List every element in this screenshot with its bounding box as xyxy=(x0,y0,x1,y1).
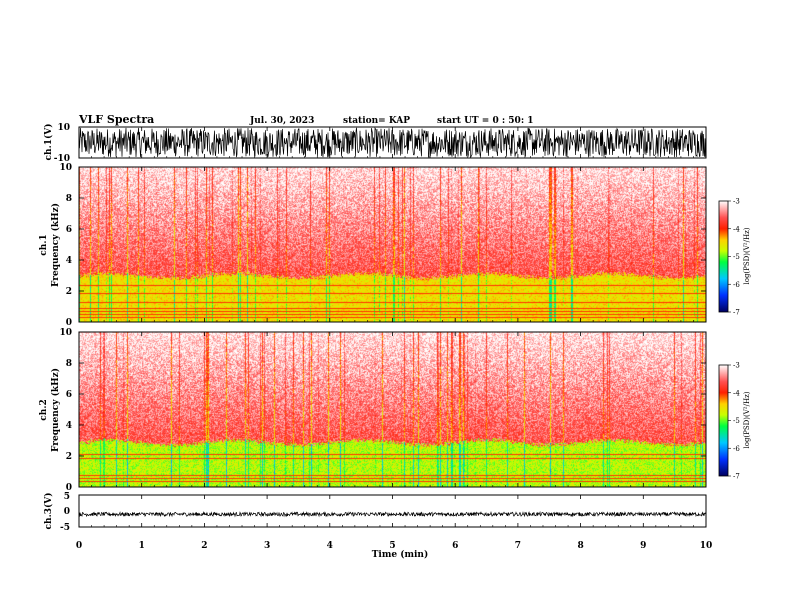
colorbar-tick-label: -5 xyxy=(733,253,740,261)
ch2-colorbar-gradient xyxy=(718,364,729,477)
ch1-colorbar-label: log(PSD)(V²/Hz) xyxy=(743,227,751,284)
ch1-spectrogram-channel-label: ch.1 xyxy=(39,234,49,255)
x-tick-label: 2 xyxy=(201,541,207,551)
ch1-colorbar-ticks: -3 -4 -5 -6 -7 xyxy=(728,198,740,317)
ch1-waveform-ylabel: ch.1(V) xyxy=(43,124,54,161)
x-tick-label: 3 xyxy=(264,541,270,551)
x-tick-label: 0 xyxy=(76,541,82,551)
freq-tick-label: 10 xyxy=(59,163,72,173)
x-tick-label: 6 xyxy=(452,541,458,551)
ch1-spectrogram-ylabel: Frequency (kHz) xyxy=(50,203,61,287)
ch1-colorbar: -3 -4 -5 -6 -7 log(PSD)(V²/Hz) xyxy=(718,198,751,317)
ch3-ytick-top: 5 xyxy=(64,492,70,502)
freq-tick-label: 8 xyxy=(66,194,72,204)
x-tick-label: 4 xyxy=(327,541,333,551)
ch1-spectrogram-image xyxy=(79,167,706,322)
ch3-waveform-panel: 5 0 -5 ch.3(V) xyxy=(43,492,707,533)
colorbar-tick-label: -5 xyxy=(733,417,740,425)
x-tick-label: 8 xyxy=(577,541,583,551)
colorbar-tick-label: -4 xyxy=(733,389,740,397)
time-ticks xyxy=(78,127,707,527)
figure-title: VLF Spectra xyxy=(78,113,154,126)
ch3-ytick-bottom: -5 xyxy=(60,523,70,533)
x-tick-label: 10 xyxy=(700,541,713,551)
ch2-colorbar-ticks: -3 -4 -5 -6 -7 xyxy=(728,362,740,481)
colorbar-tick-label: -6 xyxy=(733,281,740,289)
ch1-spectrogram-ticks: 0 2 4 6 8 10 xyxy=(59,163,706,328)
ch2-spectrogram-ticks: 0 2 4 6 8 10 xyxy=(59,328,706,493)
colorbar-tick-label: -7 xyxy=(733,473,740,481)
date-label: Jul. 30, 2023 xyxy=(249,116,314,126)
ch1-spectrogram-panel: 0 2 4 6 8 10 ch.1 Frequency (kHz) xyxy=(39,163,707,328)
x-tick-label: 5 xyxy=(389,541,395,551)
colorbar-tick-label: -7 xyxy=(733,309,740,317)
colorbar-tick-label: -3 xyxy=(733,198,740,206)
ch1-ytick-bottom: -10 xyxy=(54,154,70,164)
freq-tick-label: 0 xyxy=(66,318,72,328)
x-axis-label: Time (min) xyxy=(372,549,429,560)
ch3-ytick-middle: 0 xyxy=(64,507,70,517)
colorbar-tick-label: -4 xyxy=(733,225,740,233)
freq-tick-label: 4 xyxy=(66,256,72,266)
ch3-waveform-trace xyxy=(78,510,707,518)
x-tick-labels: 0 1 2 3 4 5 6 7 8 9 10 xyxy=(76,541,712,551)
freq-tick-label: 0 xyxy=(66,483,72,493)
freq-tick-label: 10 xyxy=(59,328,72,338)
freq-tick-label: 2 xyxy=(66,452,72,462)
ch1-colorbar-gradient xyxy=(718,200,729,313)
start-ut-label: start UT = 0 : 50: 1 xyxy=(437,116,534,126)
ch2-spectrogram-panel: 0 2 4 6 8 10 ch.2 Frequency (kHz) xyxy=(39,328,707,493)
ch3-waveform-ylabel: ch.3(V) xyxy=(43,493,54,530)
freq-tick-label: 6 xyxy=(66,225,72,235)
freq-tick-label: 8 xyxy=(66,359,72,369)
ch1-ytick-top: 10 xyxy=(57,123,70,133)
x-tick-label: 7 xyxy=(515,541,521,551)
ch1-label-line1: ch.1 xyxy=(39,234,49,255)
station-label: station= KAP xyxy=(343,116,410,126)
ch2-spectrogram-channel-label: ch.2 xyxy=(39,399,49,420)
colorbar-tick-label: -6 xyxy=(733,445,740,453)
freq-tick-label: 2 xyxy=(66,287,72,297)
x-tick-label: 9 xyxy=(640,541,646,551)
ch2-colorbar-label: log(PSD)(V²/Hz) xyxy=(743,391,751,448)
ch2-spectrogram-image xyxy=(79,332,706,487)
x-tick-label: 1 xyxy=(139,541,145,551)
freq-tick-label: 6 xyxy=(66,390,72,400)
ch3-waveform-frame xyxy=(78,494,707,528)
freq-tick-label: 4 xyxy=(66,421,72,431)
ch1-waveform-panel: 10 -10 ch.1(V) xyxy=(43,123,707,164)
ch2-colorbar: -3 -4 -5 -6 -7 log(PSD)(V²/Hz) xyxy=(718,362,751,481)
ch2-spectrogram-ylabel: Frequency (kHz) xyxy=(50,368,61,452)
colorbar-tick-label: -3 xyxy=(733,362,740,370)
